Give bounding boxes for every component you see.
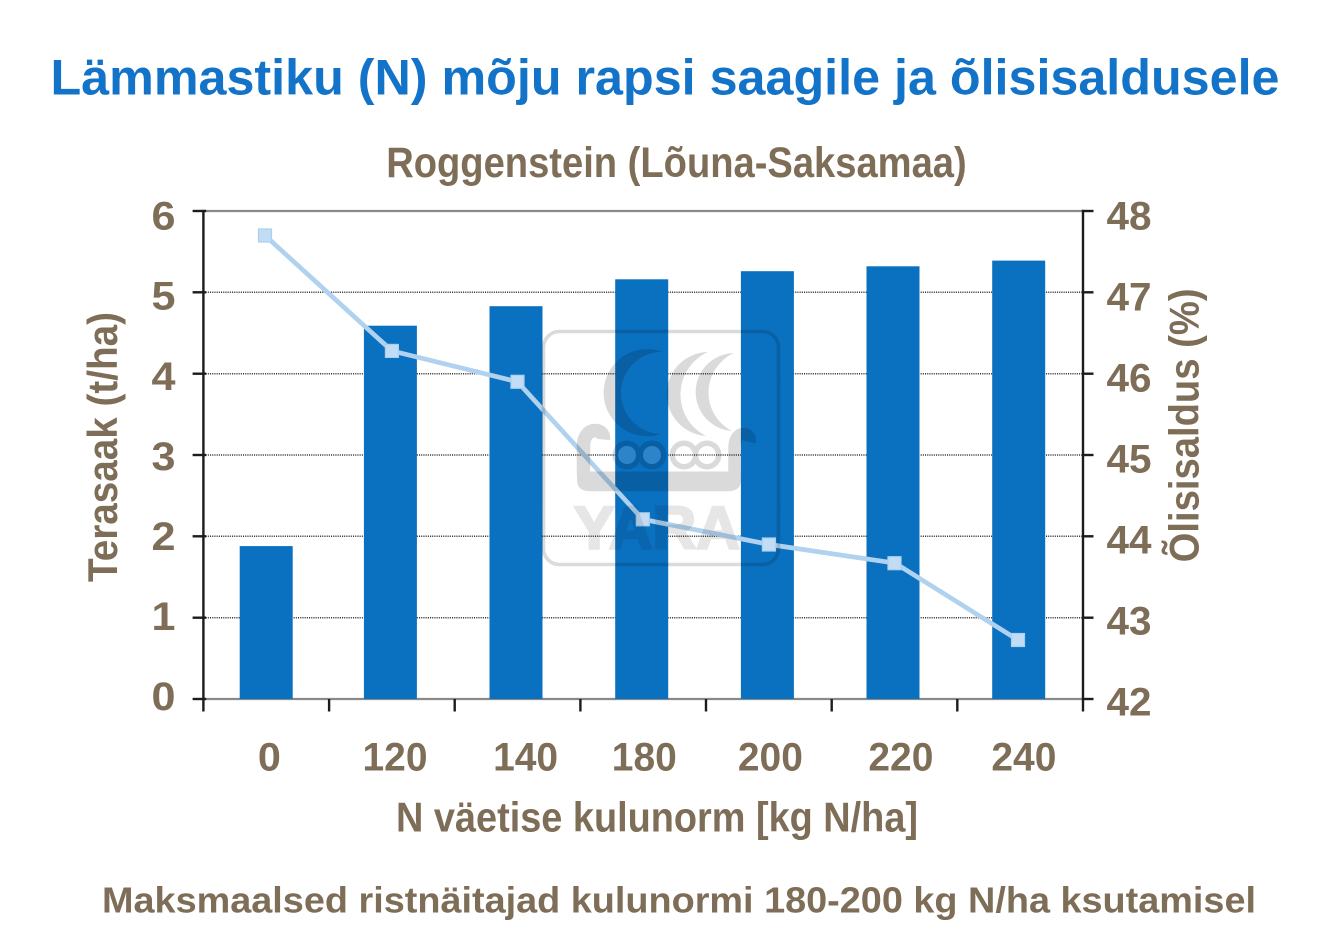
svg-text:0: 0 xyxy=(152,675,176,719)
svg-text:48: 48 xyxy=(1107,195,1152,239)
svg-text:Maksmaalsed ristnäitajad kulun: Maksmaalsed ristnäitajad kulunormi 180-2… xyxy=(102,880,1256,921)
svg-text:2: 2 xyxy=(152,515,176,559)
svg-text:Roggenstein (Lõuna-Saksamaa): Roggenstein (Lõuna-Saksamaa) xyxy=(386,140,967,187)
svg-text:43: 43 xyxy=(1107,600,1152,644)
svg-text:42: 42 xyxy=(1107,681,1152,725)
svg-text:N väetise kulunorm [kg N/ha]: N väetise kulunorm [kg N/ha] xyxy=(396,794,918,841)
svg-text:180: 180 xyxy=(612,736,677,780)
svg-text:YARA: YARA xyxy=(574,495,740,562)
svg-text:45: 45 xyxy=(1107,438,1152,482)
svg-text:6: 6 xyxy=(152,195,176,239)
svg-text:220: 220 xyxy=(868,736,933,780)
svg-text:0: 0 xyxy=(258,736,281,780)
svg-text:Lämmastiku (N) mõju rapsi saag: Lämmastiku (N) mõju rapsi saagile ja õli… xyxy=(51,48,1280,105)
svg-text:1: 1 xyxy=(152,595,176,639)
svg-text:4: 4 xyxy=(152,355,177,399)
svg-text:140: 140 xyxy=(493,736,558,780)
svg-text:47: 47 xyxy=(1107,276,1152,320)
svg-text:Terasaak (t/ha): Terasaak (t/ha) xyxy=(79,312,126,582)
svg-text:5: 5 xyxy=(152,275,176,319)
svg-text:Õlisisaldus (%): Õlisisaldus (%) xyxy=(1160,288,1208,562)
svg-text:240: 240 xyxy=(991,736,1056,780)
svg-text:46: 46 xyxy=(1107,357,1152,401)
svg-text:200: 200 xyxy=(738,736,803,780)
svg-text:44: 44 xyxy=(1107,519,1153,563)
svg-text:3: 3 xyxy=(152,435,176,479)
svg-text:120: 120 xyxy=(363,736,428,780)
